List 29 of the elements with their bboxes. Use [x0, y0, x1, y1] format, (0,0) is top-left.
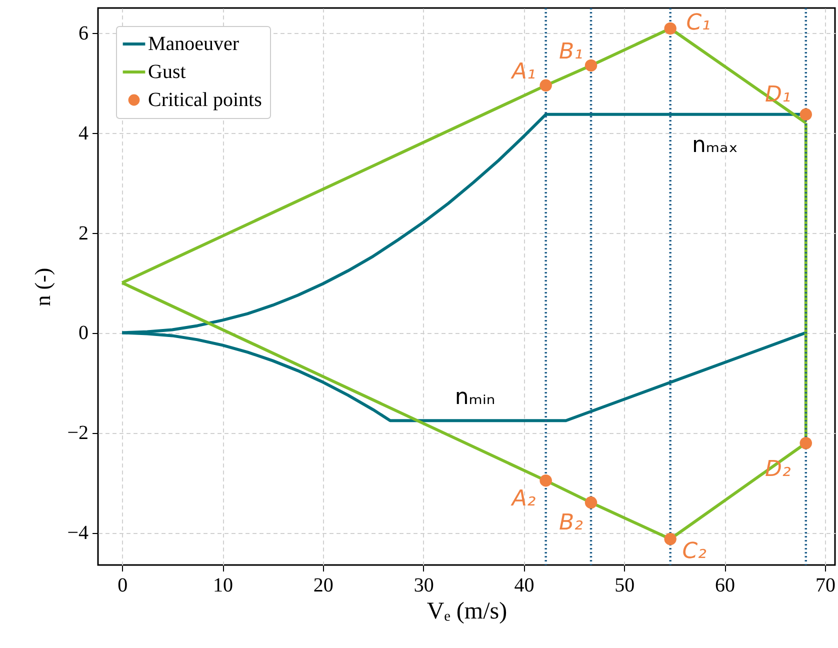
legend-label: Manoeuver: [148, 33, 240, 55]
y-tick-label: 2: [78, 222, 88, 244]
annotation: A₁: [510, 59, 536, 84]
annotation: A₂: [510, 486, 536, 512]
annotation: C₁: [686, 10, 710, 36]
x-tick-label: 50: [614, 574, 635, 596]
y-tick-label: 0: [78, 322, 88, 344]
legend-label: Gust: [148, 61, 186, 83]
annotation: C₂: [682, 539, 707, 564]
x-axis-title: Vₑ (m/s): [426, 598, 508, 624]
y-tick-label: 6: [78, 22, 88, 44]
annotation: B₂: [559, 510, 584, 536]
annotation: D₂: [765, 457, 791, 482]
x-tick-label: 10: [213, 574, 234, 596]
legend-label: Critical points: [148, 89, 262, 111]
x-tick-label: 60: [715, 574, 736, 596]
x-tick-label: 70: [815, 574, 836, 596]
annotation: B₁: [559, 39, 583, 64]
annotation: D₁: [765, 82, 791, 108]
y-axis-title: n (-): [30, 268, 56, 306]
annotation: nₘₐₓ: [692, 133, 738, 158]
y-tick-label: 4: [78, 122, 88, 144]
annotation: nₘᵢₙ: [454, 385, 496, 410]
y-tick-label: −4: [67, 522, 88, 544]
y-tick-label: −2: [67, 422, 88, 444]
x-tick-label: 40: [514, 574, 534, 596]
x-tick-label: 0: [118, 574, 128, 596]
x-tick-label: 20: [313, 574, 334, 596]
x-tick-label: 30: [414, 574, 434, 596]
